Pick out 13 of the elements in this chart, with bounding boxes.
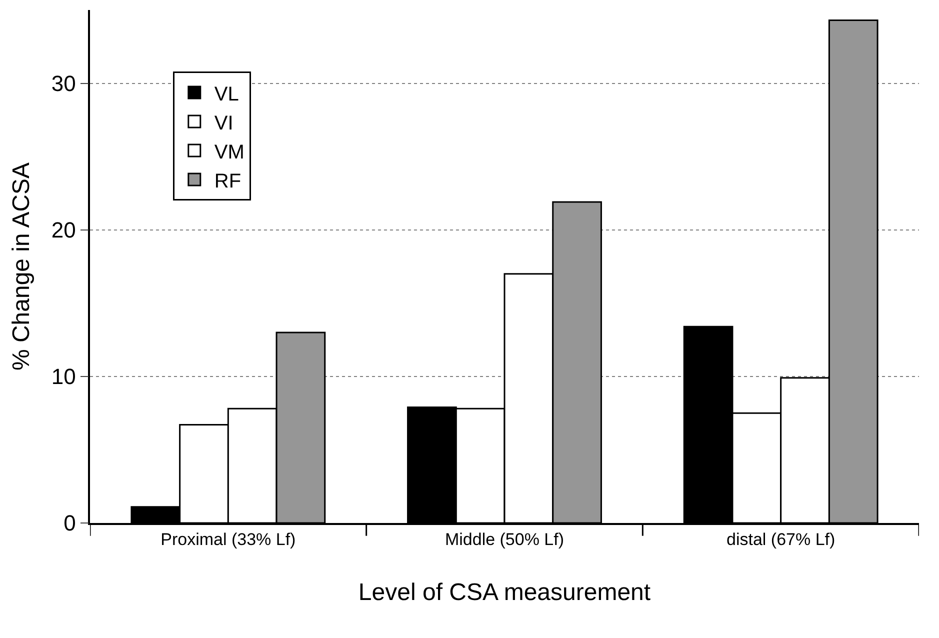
x-tick-label: Middle (50% Lf) xyxy=(444,530,564,550)
x-tick-label: distal (67% Lf) xyxy=(726,530,836,550)
y-tick-label: 30 xyxy=(51,70,76,96)
legend-label: RF xyxy=(214,170,242,192)
legend-label: VI xyxy=(214,112,234,134)
y-tick-label: 10 xyxy=(51,364,76,390)
y-axis-title: % Change in ACSA xyxy=(8,162,35,371)
legend-label: VM xyxy=(214,141,244,164)
y-tick-label: 20 xyxy=(51,218,76,243)
x-axis-title: Level of CSA measurement xyxy=(358,578,651,606)
y-tick-label: 0 xyxy=(64,510,76,536)
x-tick-label: Proximal (33% Lf) xyxy=(160,530,296,550)
legend-label: VL xyxy=(214,83,239,106)
